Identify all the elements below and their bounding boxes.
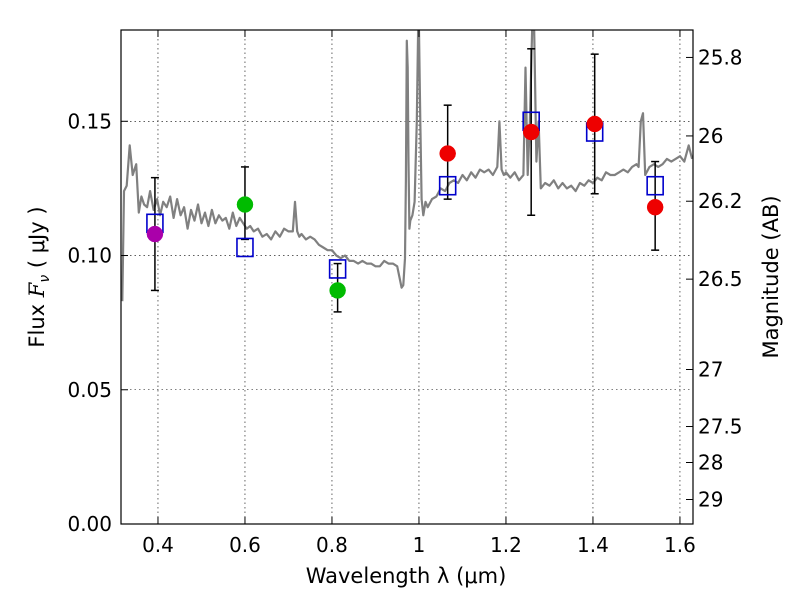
observed-flux-point: [522, 123, 540, 141]
mag-tick-label: 28: [698, 450, 723, 474]
model-photometry-square: [236, 237, 254, 258]
tick-labels: 0.4 0.6 0.8 1 1.2 1.4 1.6 0.00 0.05 0.10 0.15 25.8 2…: [67, 45, 742, 557]
y-axis-label-suffix: ( μJy ): [25, 206, 49, 274]
x-tick-label: 1.6: [664, 533, 696, 557]
x-axis-label: Wavelength λ (μm): [306, 564, 507, 588]
y-axis-label-prefix: Flux: [25, 297, 49, 347]
mag-tick-label: 25.8: [698, 45, 743, 69]
spectrum-line: [121, 29, 694, 302]
mag-tick-label: 27: [698, 358, 723, 382]
mag-tick-label: 26.5: [698, 267, 743, 291]
right-axis-label: Magnitude (AB): [759, 195, 783, 358]
x-tick-label: 1.2: [490, 533, 522, 557]
model-photometry-square: [328, 259, 347, 279]
observed-flux-point: [329, 282, 346, 299]
observed-flux-point: [236, 196, 254, 213]
x-tick-label: 1.4: [577, 533, 609, 557]
model-spectrum: [121, 29, 694, 302]
x-tick-label: 0.6: [229, 533, 261, 557]
observed-flux-point: [146, 225, 164, 243]
model-photometry-square: [438, 175, 457, 196]
mag-tick-label: 27.5: [698, 415, 743, 439]
model-photometry-square: [646, 175, 664, 196]
y-tick-label: 0.10: [67, 244, 112, 268]
observed-flux-point: [586, 115, 603, 133]
observed-flux-point: [439, 145, 456, 162]
mag-tick-label: 26.2: [698, 189, 743, 213]
observed-flux-points: [146, 115, 664, 299]
axis-ticks: [121, 30, 693, 525]
x-tick-label: 0.8: [316, 533, 348, 557]
x-tick-label: 0.4: [142, 533, 174, 557]
mag-tick-label: 26: [698, 124, 723, 148]
y-tick-label: 0.05: [67, 378, 112, 402]
y-tick-label: 0.15: [67, 109, 112, 133]
y-axis-label-subscript: ν: [37, 275, 53, 283]
y-axis-label: Flux Fν ( μJy ): [25, 206, 53, 347]
mag-tick-label: 29: [698, 488, 723, 512]
model-photometry-squares: [146, 111, 664, 279]
plot-frame: [120, 29, 694, 525]
y-axis-label-symbol: F: [25, 281, 49, 298]
observed-flux-point: [646, 198, 664, 216]
y-tick-label: 0.00: [67, 512, 112, 536]
x-tick-label: 1: [413, 533, 426, 557]
